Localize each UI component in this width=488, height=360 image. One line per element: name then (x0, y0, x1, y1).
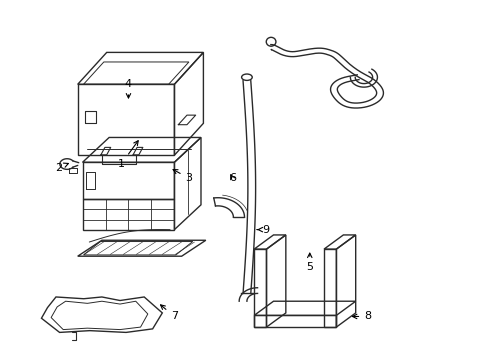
Text: 4: 4 (124, 79, 132, 98)
Text: 6: 6 (228, 173, 235, 183)
Text: 1: 1 (118, 141, 138, 169)
Text: 5: 5 (305, 253, 313, 272)
Text: 2: 2 (55, 163, 68, 172)
Text: 3: 3 (173, 170, 192, 183)
Text: 8: 8 (352, 311, 370, 321)
Text: 9: 9 (257, 225, 269, 235)
Text: 7: 7 (160, 305, 178, 321)
